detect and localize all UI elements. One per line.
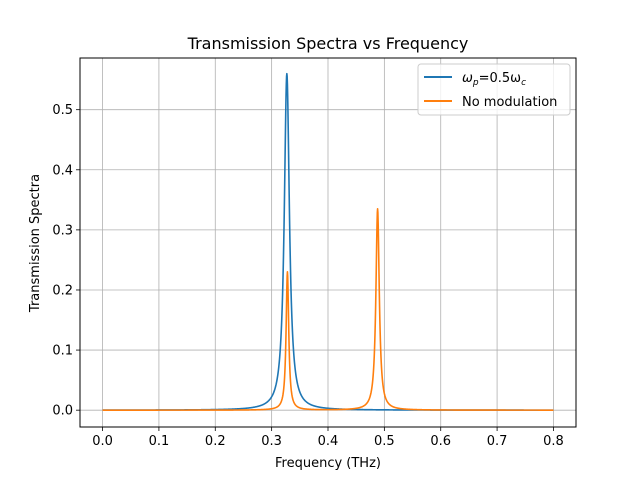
x-tick-label: 0.5: [374, 434, 395, 449]
series-line-1: [102, 208, 554, 411]
y-tick-label: 0.5: [52, 103, 73, 118]
x-axis-title: Frequency (THz): [275, 456, 381, 471]
legend: ωp=0.5ωc No modulation: [417, 63, 571, 116]
x-tick-label: 0.1: [149, 434, 170, 449]
y-tick-label: 0.0: [52, 404, 73, 419]
x-tick-label: 0.2: [205, 434, 226, 449]
y-tick-label: 0.1: [52, 344, 73, 359]
y-tick-label: 0.2: [52, 283, 73, 298]
legend-label-no-modulation: No modulation: [462, 95, 557, 110]
y-axis: 0.0 0.1 0.2 0.3 0.4 0.5: [52, 103, 80, 419]
x-tick-label: 0.8: [543, 434, 564, 449]
x-tick-label: 0.4: [318, 434, 339, 449]
legend-box: [417, 63, 571, 116]
x-tick-label: 0.0: [92, 434, 113, 449]
x-axis: 0.0 0.1 0.2 0.3 0.4 0.5 0.6 0.7 0.8: [92, 427, 564, 449]
chart-title: Transmission Spectra vs Frequency: [187, 34, 469, 53]
y-axis-title: Transmission Spectra: [28, 174, 43, 313]
x-tick-label: 0.6: [430, 434, 451, 449]
legend-label-modulated: ωp=0.5ωc: [462, 71, 526, 88]
y-tick-label: 0.3: [52, 223, 73, 238]
x-tick-label: 0.7: [487, 434, 508, 449]
x-tick-label: 0.3: [261, 434, 282, 449]
grid: [80, 58, 576, 427]
y-tick-label: 0.4: [52, 163, 73, 178]
series-lines: [102, 72, 554, 411]
